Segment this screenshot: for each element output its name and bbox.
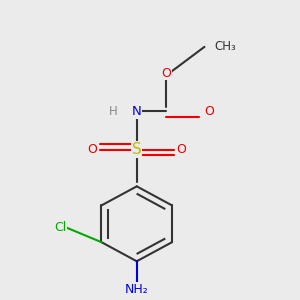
Text: N: N	[132, 105, 142, 118]
Text: NH₂: NH₂	[125, 283, 148, 296]
Text: S: S	[132, 142, 142, 157]
Text: CH₃: CH₃	[215, 40, 236, 53]
Text: H: H	[109, 105, 118, 118]
Text: Cl: Cl	[54, 221, 66, 234]
Text: O: O	[88, 143, 98, 156]
Text: O: O	[161, 67, 171, 80]
Text: O: O	[176, 143, 186, 156]
Text: O: O	[205, 105, 214, 118]
